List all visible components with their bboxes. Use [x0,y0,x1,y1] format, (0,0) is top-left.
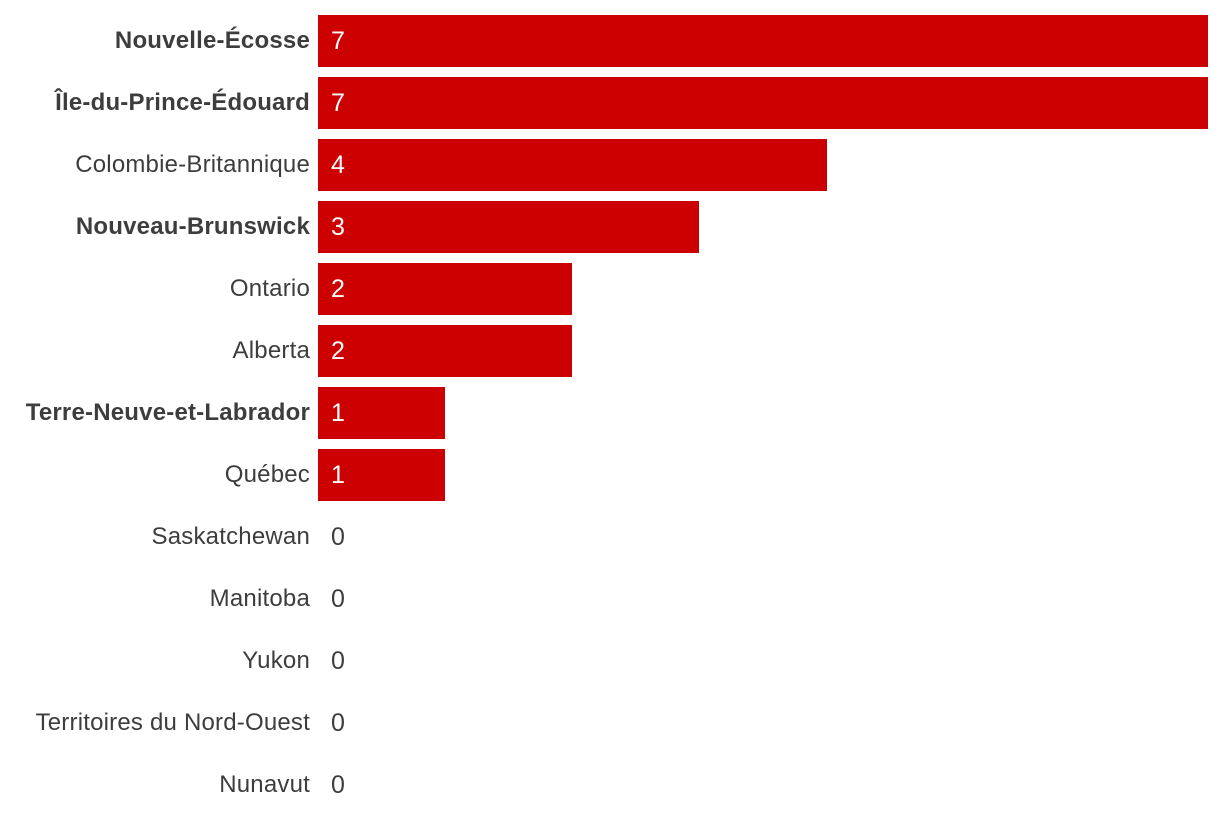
bar [318,325,573,377]
category-label: Manitoba [209,585,310,612]
bar [318,263,573,315]
chart-row: Yukon 0 [0,630,1220,692]
bar-area: 0 [318,692,1220,754]
category-label: Ontario [229,275,310,302]
chart-row: Manitoba 0 [0,568,1220,630]
chart-row: Terre-Neuve-et-Labrador 1 [0,382,1220,444]
value-label: 0 [331,771,345,799]
value-label: 0 [331,647,345,675]
bar [318,201,700,253]
value-label: 2 [331,275,345,303]
chart-row: Nunavut 0 [0,754,1220,816]
chart-row: Colombie-Britannique 4 [0,134,1220,196]
category-label: Yukon [242,647,310,674]
bar [318,387,446,439]
value-label: 0 [331,523,345,551]
chart-row: Territoires du Nord-Ouest 0 [0,692,1220,754]
value-label: 0 [331,585,345,613]
bar [318,449,446,501]
category-label: Nouvelle-Écosse [114,27,310,54]
bar-area: 4 [318,134,1220,196]
bar-area: 2 [318,320,1220,382]
category-label: Territoires du Nord-Ouest [35,709,310,736]
chart-row: Nouveau-Brunswick 3 [0,196,1220,258]
category-label: Saskatchewan [151,523,310,550]
bar-area: 0 [318,506,1220,568]
category-label: Colombie-Britannique [75,151,310,178]
value-label: 2 [331,337,345,365]
bar [318,139,827,191]
bar-area: 1 [318,444,1220,506]
category-label: Alberta [232,337,310,364]
value-label: 0 [331,709,345,737]
chart-row: Ontario 2 [0,258,1220,320]
bar-area: 0 [318,754,1220,816]
category-label: Nunavut [219,771,310,798]
value-label: 1 [331,399,345,427]
bar [318,77,1208,129]
bar-area: 7 [318,72,1220,134]
category-label: Québec [224,461,310,488]
value-label: 3 [331,213,345,241]
chart-row: Saskatchewan 0 [0,506,1220,568]
chart-row: Île-du-Prince-Édouard 7 [0,72,1220,134]
chart-row: Alberta 2 [0,320,1220,382]
value-label: 7 [331,27,345,55]
bar-area: 3 [318,196,1220,258]
bar-area: 0 [318,630,1220,692]
bar [318,15,1208,67]
chart-row: Nouvelle-Écosse 7 [0,10,1220,72]
category-label: Terre-Neuve-et-Labrador [25,399,310,426]
category-label: Île-du-Prince-Édouard [55,89,310,116]
value-label: 1 [331,461,345,489]
bar-area: 0 [318,568,1220,630]
value-label: 7 [331,89,345,117]
bar-area: 2 [318,258,1220,320]
value-label: 4 [331,151,345,179]
category-label: Nouveau-Brunswick [75,213,310,240]
chart-row: Québec 1 [0,444,1220,506]
bar-area: 1 [318,382,1220,444]
bar-area: 7 [318,10,1220,72]
